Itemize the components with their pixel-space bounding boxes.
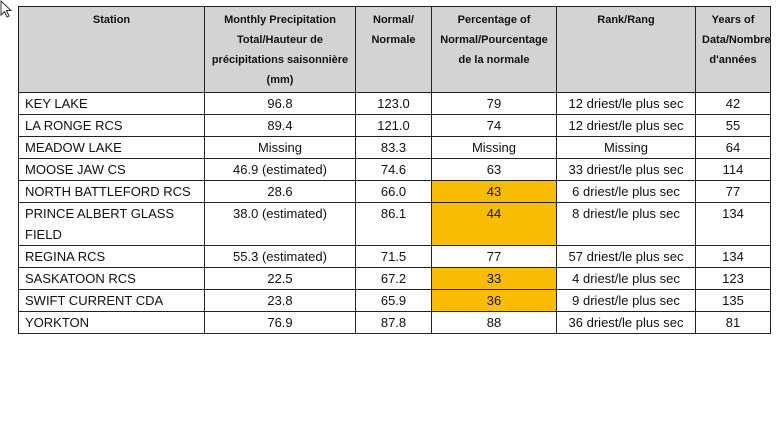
percent-of-normal-cell: 43 bbox=[431, 180, 557, 203]
rank-cell: 12 driest/le plus sec bbox=[556, 92, 696, 115]
years-of-data-cell: 123 bbox=[695, 267, 771, 290]
percent-of-normal-cell: 77 bbox=[431, 245, 557, 268]
monthly-total-cell: 22.5 bbox=[204, 267, 356, 290]
rank-cell: 36 driest/le plus sec bbox=[556, 311, 696, 334]
station-cell: SWIFT CURRENT CDA bbox=[18, 289, 205, 312]
normal-cell: 67.2 bbox=[355, 267, 432, 290]
monthly-total-cell: 28.6 bbox=[204, 180, 356, 203]
table-row: LA RONGE RCS 89.4 121.0 74 12 driest/le plus… bbox=[18, 114, 771, 137]
station-cell: SASKATOON RCS bbox=[18, 267, 205, 290]
normal-cell: 74.6 bbox=[355, 158, 432, 181]
station-cell: YORKTON bbox=[18, 311, 205, 334]
table-row: YORKTON 76.9 87.8 88 36 driest/le plus sec 81 bbox=[18, 311, 771, 334]
years-of-data-cell: 135 bbox=[695, 289, 771, 312]
normal-cell: 83.3 bbox=[355, 136, 432, 159]
station-cell: PRINCE ALBERT GLASS FIELD bbox=[18, 202, 205, 246]
table-row: MEADOW LAKE Missing 83.3 Missing Missing 64 bbox=[18, 136, 771, 159]
monthly-total-cell: 55.3 (estimated) bbox=[204, 245, 356, 268]
rank-cell: 8 driest/le plus sec bbox=[556, 202, 696, 246]
years-of-data-cell: 134 bbox=[695, 202, 771, 246]
table-row: MOOSE JAW CS 46.9 (estimated) 74.6 63 33 dri… bbox=[18, 158, 771, 181]
header-years-of-data: Years of Data/Nombre d'années bbox=[695, 6, 771, 93]
monthly-total-cell: Missing bbox=[204, 136, 356, 159]
years-of-data-cell: 42 bbox=[695, 92, 771, 115]
rank-cell: 4 driest/le plus sec bbox=[556, 267, 696, 290]
table-row: SWIFT CURRENT CDA 23.8 65.9 36 9 driest/le p… bbox=[18, 289, 771, 312]
percent-of-normal-cell: Missing bbox=[431, 136, 557, 159]
normal-cell: 121.0 bbox=[355, 114, 432, 137]
table-row: NORTH BATTLEFORD RCS 28.6 66.0 43 6 driest/l… bbox=[18, 180, 771, 203]
rank-cell: 9 driest/le plus sec bbox=[556, 289, 696, 312]
percent-of-normal-cell: 44 bbox=[431, 202, 557, 246]
rank-cell: 6 driest/le plus sec bbox=[556, 180, 696, 203]
years-of-data-cell: 114 bbox=[695, 158, 771, 181]
percent-of-normal-cell: 63 bbox=[431, 158, 557, 181]
precipitation-table: Station Monthly Precipitation Total/Haut… bbox=[18, 6, 771, 334]
monthly-total-cell: 96.8 bbox=[204, 92, 356, 115]
header-normal: Normal/ Normale bbox=[355, 6, 432, 93]
table-row: KEY LAKE 96.8 123.0 79 12 driest/le plus sec… bbox=[18, 92, 771, 115]
table-row: SASKATOON RCS 22.5 67.2 33 4 driest/le plus … bbox=[18, 267, 771, 290]
monthly-total-cell: 23.8 bbox=[204, 289, 356, 312]
header-rank: Rank/Rang bbox=[556, 6, 696, 93]
years-of-data-cell: 55 bbox=[695, 114, 771, 137]
mouse-cursor-icon bbox=[0, 0, 13, 18]
normal-cell: 87.8 bbox=[355, 311, 432, 334]
header-percent-of-normal: Percentage of Normal/Pourcentage de la n… bbox=[431, 6, 557, 93]
normal-cell: 71.5 bbox=[355, 245, 432, 268]
years-of-data-cell: 77 bbox=[695, 180, 771, 203]
years-of-data-cell: 64 bbox=[695, 136, 771, 159]
table-row: REGINA RCS 55.3 (estimated) 71.5 77 57 dries… bbox=[18, 245, 771, 268]
monthly-total-cell: 76.9 bbox=[204, 311, 356, 334]
rank-cell: 57 driest/le plus sec bbox=[556, 245, 696, 268]
station-cell: LA RONGE RCS bbox=[18, 114, 205, 137]
header-monthly-total: Monthly Precipitation Total/Hauteur de p… bbox=[204, 6, 356, 93]
table-row: PRINCE ALBERT GLASS FIELD 38.0 (estimated… bbox=[18, 202, 771, 246]
station-cell: MEADOW LAKE bbox=[18, 136, 205, 159]
percent-of-normal-cell: 33 bbox=[431, 267, 557, 290]
normal-cell: 86.1 bbox=[355, 202, 432, 246]
rank-cell: Missing bbox=[556, 136, 696, 159]
normal-cell: 66.0 bbox=[355, 180, 432, 203]
years-of-data-cell: 134 bbox=[695, 245, 771, 268]
percent-of-normal-cell: 88 bbox=[431, 311, 557, 334]
monthly-total-cell: 38.0 (estimated) bbox=[204, 202, 356, 246]
normal-cell: 65.9 bbox=[355, 289, 432, 312]
normal-cell: 123.0 bbox=[355, 92, 432, 115]
years-of-data-cell: 81 bbox=[695, 311, 771, 334]
station-cell: REGINA RCS bbox=[18, 245, 205, 268]
monthly-total-cell: 89.4 bbox=[204, 114, 356, 137]
percent-of-normal-cell: 79 bbox=[431, 92, 557, 115]
rank-cell: 12 driest/le plus sec bbox=[556, 114, 696, 137]
monthly-total-cell: 46.9 (estimated) bbox=[204, 158, 356, 181]
station-cell: MOOSE JAW CS bbox=[18, 158, 205, 181]
table-body: KEY LAKE 96.8 123.0 79 12 driest/le plus sec… bbox=[18, 92, 771, 334]
header-station: Station bbox=[18, 6, 205, 93]
table-header-row: Station Monthly Precipitation Total/Haut… bbox=[18, 6, 771, 93]
rank-cell: 33 driest/le plus sec bbox=[556, 158, 696, 181]
station-cell: KEY LAKE bbox=[18, 92, 205, 115]
percent-of-normal-cell: 36 bbox=[431, 289, 557, 312]
station-cell: NORTH BATTLEFORD RCS bbox=[18, 180, 205, 203]
percent-of-normal-cell: 74 bbox=[431, 114, 557, 137]
